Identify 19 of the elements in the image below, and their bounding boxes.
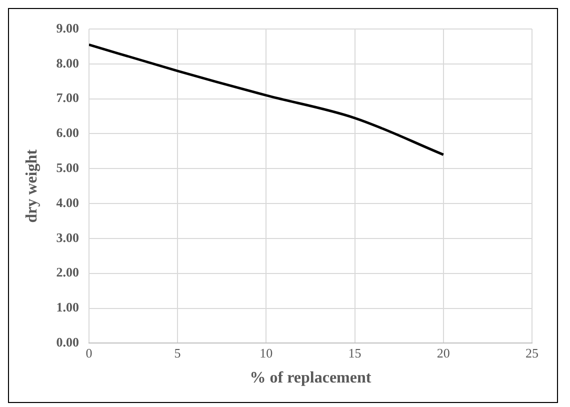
x-tick-label: 20 [436,345,450,360]
y-tick-label: 4.00 [56,194,79,210]
x-tick-label: 15 [348,345,362,360]
y-tick-label: 2.00 [56,264,79,280]
y-axis-title: dry weight [24,148,41,223]
x-tick-label: 0 [86,345,92,360]
y-tick-label: 9.00 [56,20,79,36]
y-tick-label: 7.00 [56,90,79,106]
x-axis-title: % of replacement [250,370,372,387]
y-tick-label: 1.00 [56,300,79,315]
x-tick-label: 5 [174,345,181,360]
x-tick-label: 10 [260,345,273,360]
y-tick-label: 0.00 [56,334,79,350]
x-tick-label: 25 [526,345,538,360]
y-tick-label: 8.00 [56,55,79,70]
y-tick-label: 6.00 [56,125,79,140]
line-series [88,43,445,156]
y-tick-label: 3.00 [56,230,79,245]
y-tick-label: 5.00 [56,160,79,176]
